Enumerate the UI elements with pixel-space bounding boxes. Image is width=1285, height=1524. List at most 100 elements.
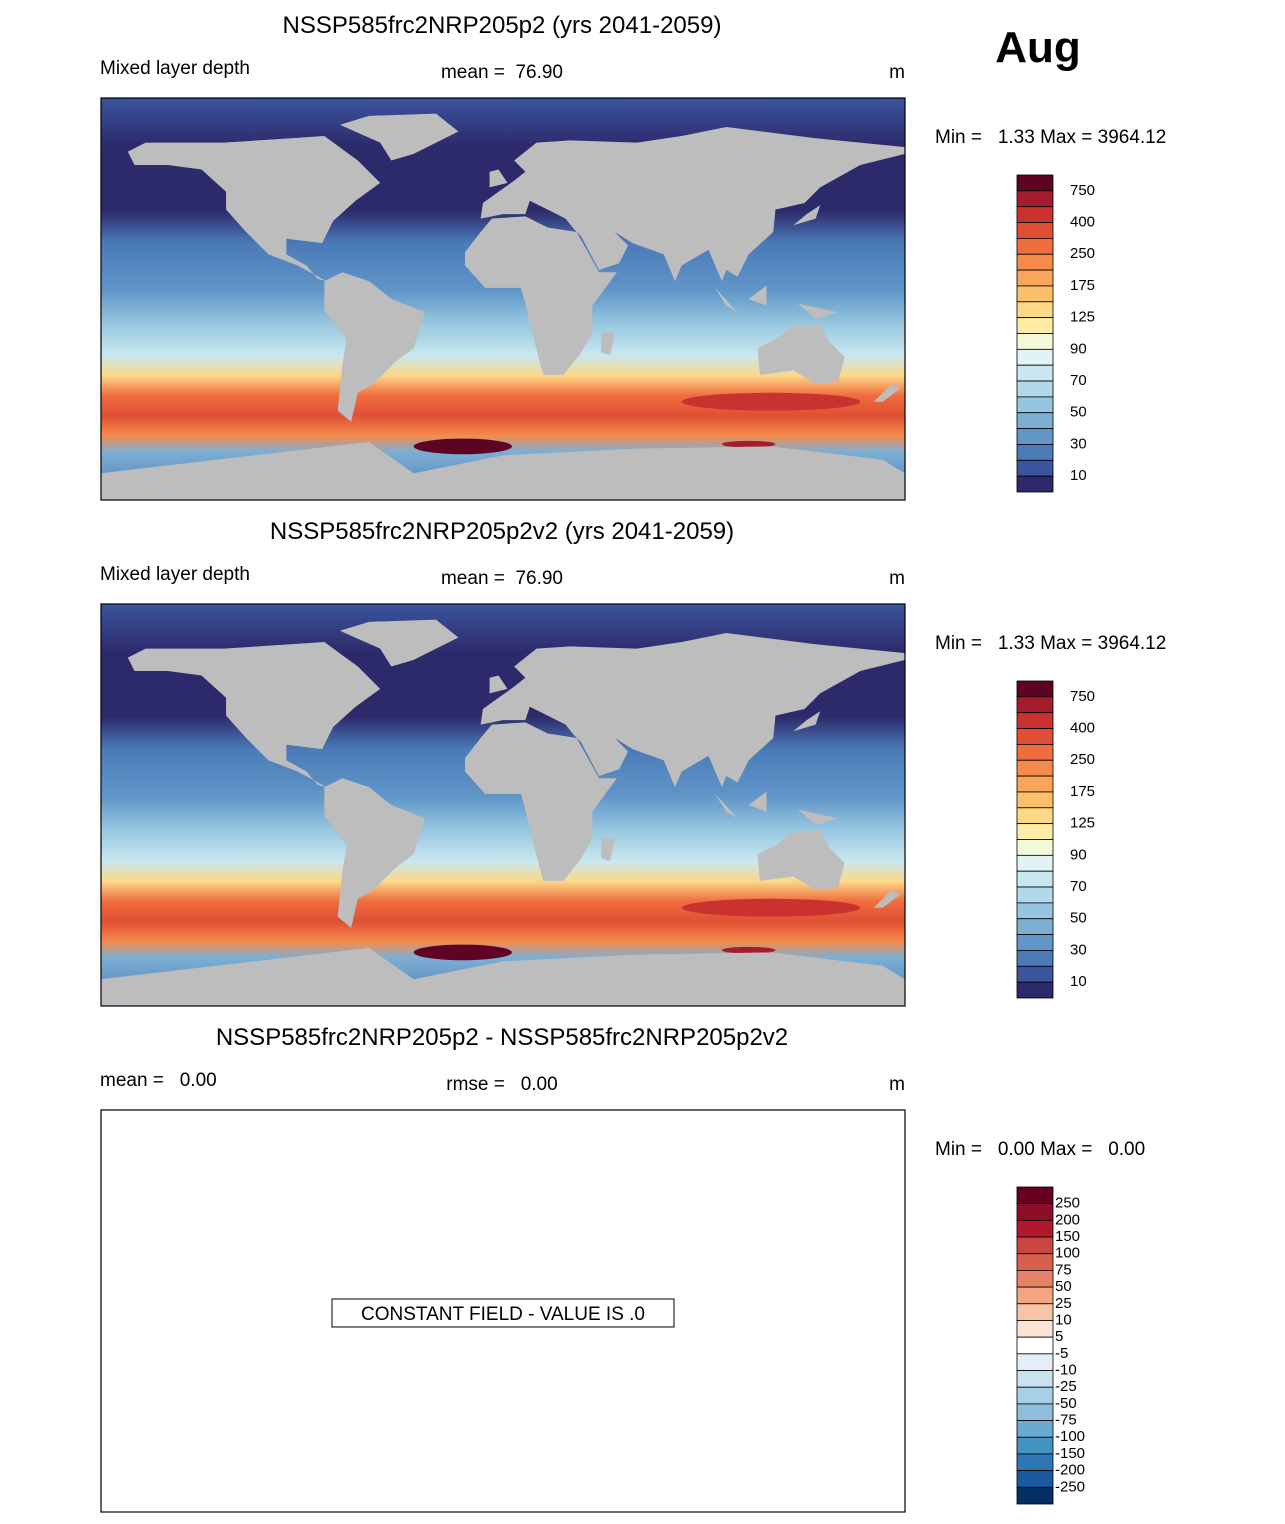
colorbar-box	[1016, 317, 1054, 334]
map-frame	[100, 603, 906, 1007]
colorbar-box	[1016, 712, 1054, 729]
ocean-field	[413, 944, 512, 961]
colorbar-box	[1016, 269, 1054, 287]
colorbar-box	[1016, 775, 1054, 793]
colorbar-box	[1016, 1403, 1054, 1421]
units-label: m	[889, 1074, 905, 1095]
colorbar-label: 400	[1070, 720, 1095, 737]
colorbar-box	[1016, 222, 1054, 239]
colorbar-box	[1016, 1386, 1054, 1405]
left-label: mean = 0.00	[100, 1070, 217, 1091]
colorbar-label: -250	[1055, 1478, 1085, 1495]
ocean-field	[721, 946, 776, 954]
colorbar-box	[1016, 1320, 1054, 1338]
ocean-field	[681, 392, 861, 411]
colorbar-box	[1016, 1219, 1054, 1238]
colorbar-label: 70	[1070, 372, 1087, 389]
colorbar-label: 5	[1055, 1328, 1063, 1345]
colorbar-box	[1016, 285, 1054, 303]
colorbar-label: -5	[1055, 1345, 1068, 1362]
units-label: m	[889, 568, 905, 589]
colorbar-box	[1016, 696, 1054, 714]
colorbar-box	[1016, 870, 1054, 888]
colorbar-box	[1016, 1336, 1054, 1355]
colorbar-box	[1016, 174, 1054, 192]
panel-title: NSSP585frc2NRP205p2v2 (yrs 2041-2059)	[270, 518, 734, 545]
colorbar-label: 250	[1055, 1195, 1080, 1212]
colorbar-box	[1016, 1286, 1054, 1305]
colorbar-box	[1016, 950, 1054, 967]
colorbar-label: 175	[1070, 277, 1095, 294]
colorbar-box	[1016, 886, 1054, 904]
colorbar-label: -75	[1055, 1412, 1077, 1429]
units-label: m	[889, 62, 905, 83]
range-label: Min = 1.33 Max = 3964.12	[935, 633, 1166, 654]
colorbar-label: 125	[1070, 815, 1095, 832]
annotation-box	[331, 1298, 675, 1328]
colorbar-label: 70	[1070, 878, 1087, 895]
colorbar-label: 90	[1070, 340, 1087, 357]
colorbar-label: 90	[1070, 846, 1087, 863]
colorbar-box	[1016, 333, 1054, 350]
colorbar-label: 400	[1070, 214, 1095, 231]
center-label: mean = 76.90	[441, 568, 563, 589]
colorbar-label: 10	[1070, 973, 1087, 990]
colorbar-label: -100	[1055, 1428, 1085, 1445]
colorbar-box	[1016, 364, 1054, 382]
range-label: Min = 1.33 Max = 3964.12	[935, 127, 1166, 148]
colorbar-box	[1016, 981, 1054, 999]
colorbar-box	[1016, 1236, 1054, 1255]
colorbar-box	[1016, 680, 1054, 698]
colorbar-box	[1016, 965, 1054, 983]
panel-title: NSSP585frc2NRP205p2 (yrs 2041-2059)	[283, 12, 722, 39]
center-label: mean = 76.90	[441, 62, 563, 83]
colorbar-box	[1016, 253, 1054, 271]
map-frame	[100, 97, 906, 501]
map	[101, 98, 905, 500]
ocean-field	[413, 438, 512, 455]
colorbar-label: 250	[1070, 245, 1095, 262]
colorbar-box	[1016, 1253, 1054, 1271]
colorbar-box	[1016, 396, 1054, 414]
colorbar-box	[1016, 1453, 1054, 1472]
colorbar-box	[1016, 301, 1054, 319]
colorbar-box	[1016, 839, 1054, 856]
colorbar-box	[1016, 475, 1054, 493]
colorbar-box	[1016, 1470, 1054, 1488]
colorbar-label: -150	[1055, 1445, 1085, 1462]
colorbar-label: 175	[1070, 783, 1095, 800]
left-label: Mixed layer depth	[100, 564, 250, 585]
colorbar-label: 50	[1070, 910, 1087, 927]
colorbar-label: 10	[1070, 467, 1087, 484]
colorbar-box	[1016, 1203, 1054, 1221]
colorbar-label: 100	[1055, 1245, 1080, 1262]
colorbar-box	[1016, 1486, 1054, 1505]
colorbar-label: 750	[1070, 688, 1095, 705]
colorbar-box	[1016, 934, 1054, 951]
colorbar-label: 50	[1070, 404, 1087, 421]
colorbar-box	[1016, 918, 1054, 936]
left-label: Mixed layer depth	[100, 58, 250, 79]
ocean-field	[721, 440, 776, 448]
map-frame	[100, 1109, 906, 1513]
month-label: Aug	[995, 23, 1081, 72]
colorbar-label: -200	[1055, 1462, 1085, 1479]
colorbar-box	[1016, 1303, 1054, 1321]
colorbar-box	[1016, 206, 1054, 223]
colorbar-box	[1016, 759, 1054, 777]
colorbar-box	[1016, 854, 1054, 872]
center-label: rmse = 0.00	[446, 1074, 557, 1095]
colorbar-label: 200	[1055, 1211, 1080, 1228]
colorbar-label: 30	[1070, 435, 1087, 452]
colorbar-box	[1016, 744, 1054, 761]
annotation: CONSTANT FIELD - VALUE IS .0	[361, 1304, 645, 1325]
colorbar-box	[1016, 728, 1054, 745]
colorbar-box	[1016, 902, 1054, 920]
colorbar-box	[1016, 1370, 1054, 1388]
colorbar-box	[1016, 237, 1054, 255]
colorbar-label: -10	[1055, 1361, 1077, 1378]
colorbar-box	[1016, 1420, 1054, 1438]
ocean-field	[681, 898, 861, 917]
colorbar-box	[1016, 380, 1054, 398]
